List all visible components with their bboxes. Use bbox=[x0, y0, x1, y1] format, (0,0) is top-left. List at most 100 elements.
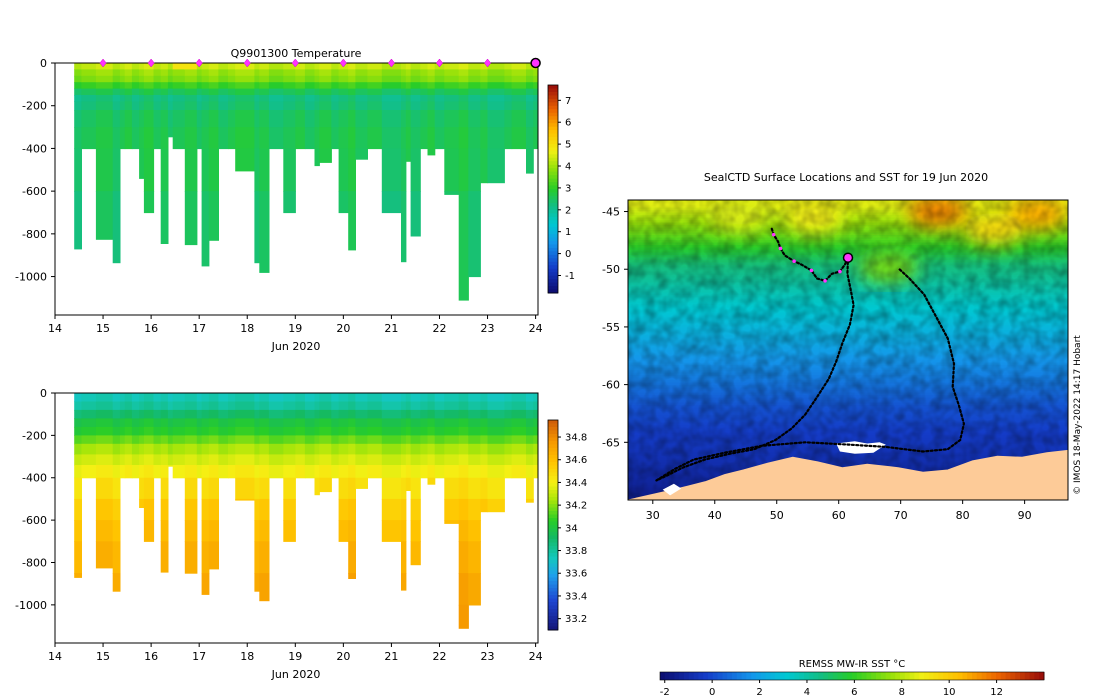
profile-cell bbox=[314, 393, 320, 403]
profile-cell bbox=[184, 498, 198, 521]
profile-cell bbox=[228, 82, 236, 90]
profile-cell bbox=[268, 63, 284, 70]
profile-cell bbox=[201, 435, 210, 445]
sst-colorbar-swatch bbox=[943, 672, 949, 680]
profile-cell bbox=[511, 401, 527, 411]
profile-cell bbox=[487, 443, 505, 455]
profile-cell bbox=[367, 88, 383, 96]
profile-cell bbox=[367, 409, 383, 419]
profile-cell bbox=[254, 541, 260, 574]
profile-cell bbox=[468, 541, 481, 574]
latest-profile-marker bbox=[530, 57, 541, 69]
colorbar-swatch bbox=[548, 616, 558, 620]
profile-cell bbox=[172, 127, 186, 150]
profile-cell bbox=[487, 393, 505, 403]
profile-column bbox=[81, 393, 97, 479]
profile-column bbox=[434, 63, 445, 150]
sst-colorbar-swatch bbox=[813, 672, 819, 680]
sst-colorbar-swatch bbox=[962, 672, 968, 680]
profile-cell bbox=[139, 498, 145, 508]
sst-colorbar-swatch bbox=[818, 672, 824, 680]
profile-column bbox=[254, 393, 260, 592]
longitude-tick-label: 80 bbox=[956, 509, 970, 522]
profile-cell bbox=[259, 63, 270, 70]
profile-cell bbox=[196, 88, 203, 96]
profile-cell bbox=[283, 520, 296, 542]
profile-cell bbox=[167, 418, 174, 428]
profile-column bbox=[295, 63, 306, 150]
profile-cell bbox=[468, 393, 481, 403]
colorbar-swatch bbox=[548, 476, 558, 480]
profile-cell bbox=[268, 88, 284, 96]
profile-cell bbox=[268, 401, 284, 411]
profile-cell bbox=[295, 393, 306, 403]
sst-colorbar-swatch bbox=[717, 672, 723, 680]
profile-cell bbox=[319, 401, 332, 411]
profile-cell bbox=[504, 75, 513, 83]
profile-cell bbox=[259, 498, 270, 521]
profile-cell bbox=[487, 401, 505, 411]
colorbar-swatch bbox=[548, 178, 558, 183]
profile-cell bbox=[112, 191, 121, 264]
x-tick-label: 18 bbox=[240, 322, 254, 335]
profile-cell bbox=[458, 127, 469, 150]
profile-cell bbox=[304, 88, 316, 96]
profile-cell bbox=[74, 426, 82, 436]
profile-cell bbox=[338, 82, 349, 90]
profile-cell bbox=[131, 127, 140, 150]
profile-cell bbox=[268, 426, 284, 436]
profile-column bbox=[139, 393, 145, 508]
profile-cell bbox=[314, 465, 320, 479]
colorbar-swatch bbox=[548, 116, 558, 121]
profile-cell bbox=[283, 63, 296, 70]
profile-cell bbox=[295, 127, 306, 150]
colorbar-swatch bbox=[548, 539, 558, 543]
sst-colorbar-tick-label: 6 bbox=[851, 687, 857, 698]
sst-colorbar-swatch bbox=[856, 672, 863, 680]
sst-colorbar-swatch bbox=[871, 672, 877, 680]
profile-cell bbox=[208, 63, 219, 70]
profile-cell bbox=[119, 101, 126, 111]
profile-cell bbox=[218, 110, 229, 128]
profile-cell bbox=[160, 101, 169, 111]
profile-cell bbox=[172, 465, 186, 479]
profile-cell bbox=[355, 418, 368, 428]
profile-cell bbox=[468, 573, 481, 606]
sst-colorbar-swatch bbox=[756, 672, 762, 680]
profile-cell bbox=[444, 426, 460, 436]
profile-cell bbox=[131, 393, 140, 403]
profile-cell bbox=[401, 63, 407, 70]
profile-cell bbox=[254, 418, 260, 428]
profile-cell bbox=[81, 418, 97, 428]
profile-cell bbox=[131, 443, 140, 455]
profile-cell bbox=[208, 426, 219, 436]
profile-cell bbox=[487, 69, 505, 77]
profile-cell bbox=[410, 191, 421, 237]
profile-cell bbox=[410, 69, 421, 77]
colorbar-tick-label: 33.6 bbox=[565, 569, 587, 580]
profile-cell bbox=[131, 409, 140, 419]
profile-cell bbox=[338, 454, 349, 466]
profile-cell bbox=[153, 465, 162, 479]
profile-cell bbox=[95, 110, 114, 128]
profile-column bbox=[480, 393, 489, 513]
profile-cell bbox=[81, 435, 97, 445]
profile-cell bbox=[196, 75, 203, 83]
colorbar-tick-label: 3 bbox=[565, 183, 571, 194]
profile-cell bbox=[401, 426, 407, 436]
profile-cell bbox=[283, 75, 296, 83]
profile-cell bbox=[468, 69, 481, 77]
profile-cell bbox=[304, 127, 316, 150]
profile-cell bbox=[410, 401, 421, 411]
profile-cell bbox=[196, 393, 203, 403]
surface-marker bbox=[291, 58, 299, 68]
sst-colorbar-swatch bbox=[914, 672, 920, 680]
profile-cell bbox=[381, 418, 402, 428]
profile-cell bbox=[153, 95, 162, 102]
profile-cell bbox=[355, 393, 368, 403]
profile-cell bbox=[295, 454, 306, 466]
profile-cell bbox=[295, 443, 306, 455]
profile-cell bbox=[196, 101, 203, 111]
profile-column bbox=[201, 393, 210, 595]
profile-column bbox=[468, 63, 481, 278]
